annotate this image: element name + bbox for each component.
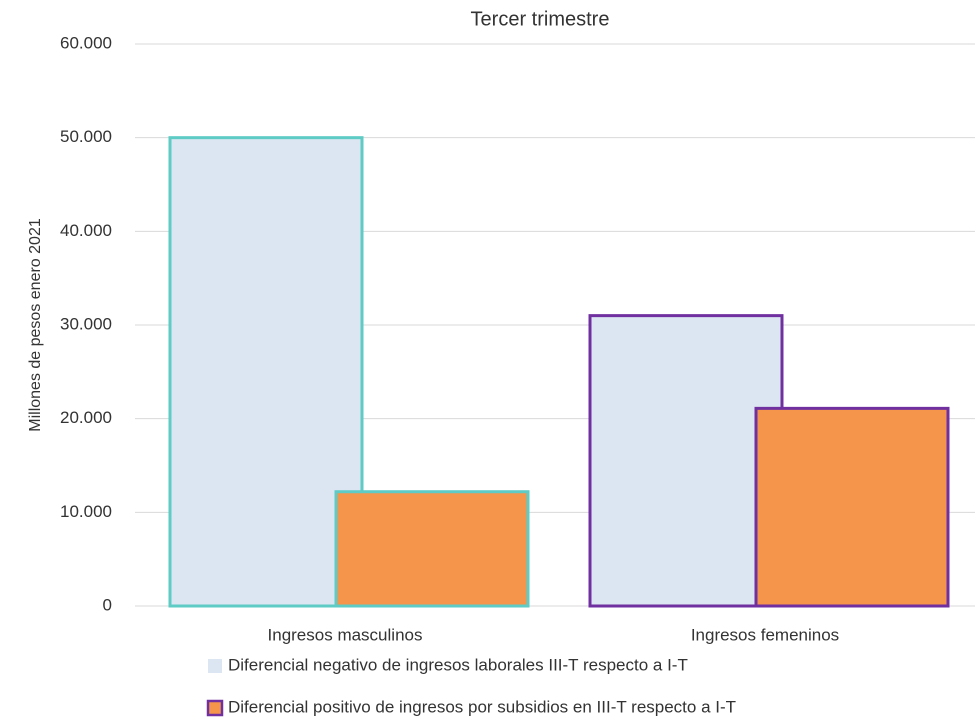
legend-marker (208, 659, 222, 673)
x-tick-label: Ingresos femeninos (691, 625, 839, 644)
bar (168, 136, 364, 608)
x-tick-label: Ingresos masculinos (268, 625, 423, 644)
legend-label: Diferencial positivo de ingresos por sub… (228, 697, 736, 716)
y-tick-label: 10.000 (60, 502, 112, 521)
chart-title: Tercer trimestre (471, 8, 610, 30)
legend-marker (206, 699, 224, 717)
y-tick-label: 60.000 (60, 33, 112, 52)
y-tick-label: 50.000 (60, 127, 112, 146)
bar (754, 406, 950, 608)
y-tick-label: 0 (103, 595, 112, 614)
y-tick-label: 20.000 (60, 408, 112, 427)
y-axis-label: Millones de pesos enero 2021 (27, 218, 44, 432)
y-tick-label: 30.000 (60, 314, 112, 333)
bar (588, 314, 784, 608)
bar (334, 490, 530, 608)
y-tick-label: 40.000 (60, 221, 112, 240)
legend-label: Diferencial negativo de ingresos laboral… (228, 655, 688, 674)
